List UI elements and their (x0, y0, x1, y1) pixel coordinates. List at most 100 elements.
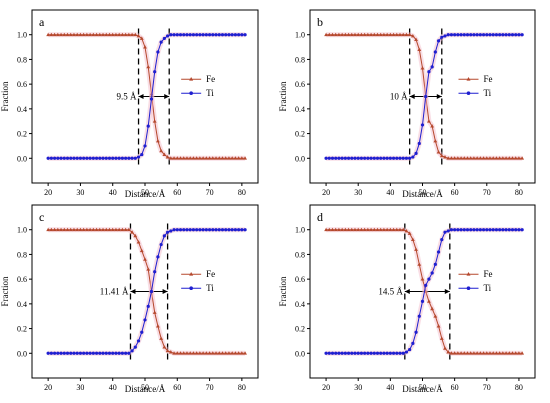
data-point-fe (146, 64, 151, 69)
panel-letter: c (39, 210, 44, 224)
data-point-ti (359, 351, 364, 355)
data-point-ti (117, 351, 121, 355)
y-tick-label: 0.6 (17, 80, 27, 89)
y-tick-label: 0.4 (17, 105, 27, 114)
data-point-ti (224, 33, 228, 37)
data-point-ti (440, 35, 444, 39)
data-point-fe (472, 156, 476, 160)
data-point-fe (513, 156, 518, 160)
data-point-ti (478, 228, 482, 232)
data-point-ti (230, 228, 234, 232)
data-point-ti (472, 33, 476, 37)
data-point-fe (420, 277, 425, 281)
data-point-ti (388, 156, 392, 160)
x-tick-label: 20 (44, 188, 52, 197)
data-point-ti (120, 351, 124, 355)
data-point-fe (88, 227, 93, 232)
data-point-ti (337, 156, 341, 160)
data-point-ti (488, 33, 492, 37)
data-point-fe (110, 32, 115, 37)
data-point-ti (475, 228, 479, 232)
data-point-fe (175, 156, 180, 160)
data-point-fe (139, 248, 144, 253)
data-point-ti (233, 33, 237, 37)
data-point-fe (178, 351, 183, 355)
x-tick-label: 70 (206, 188, 214, 197)
x-tick-label: 50 (419, 383, 427, 392)
data-point-ti (85, 351, 89, 355)
data-point-ti (343, 156, 347, 160)
data-point-fe (165, 155, 170, 159)
y-tick-label: 0.8 (295, 55, 305, 64)
data-point-ti (372, 351, 376, 355)
data-point-fe (55, 227, 60, 232)
data-point-ti (233, 228, 237, 232)
data-point-fe (46, 32, 51, 37)
data-point-fe (459, 351, 463, 355)
data-point-fe (201, 351, 206, 355)
data-point-fe (494, 351, 499, 355)
data-point-fe (210, 156, 215, 160)
data-point-ti (75, 156, 79, 160)
x-axis-title: Distance/Å (125, 384, 166, 394)
data-point-fe (68, 227, 73, 232)
data-point-fe (462, 351, 467, 355)
x-tick-label: 30 (76, 188, 84, 197)
data-point-ti (462, 33, 466, 37)
data-point-fe (156, 324, 160, 328)
legend-label: Fe (484, 74, 493, 84)
data-point-ti (330, 156, 335, 160)
data-point-fe (220, 351, 225, 355)
data-point-fe (491, 156, 496, 160)
data-point-fe (513, 351, 518, 355)
data-point-fe (510, 156, 515, 160)
data-point-ti (350, 156, 354, 160)
data-point-ti (398, 351, 402, 355)
data-point-fe (130, 230, 134, 234)
data-point-ti (107, 156, 112, 160)
data-point-ti (153, 70, 157, 74)
data-point-fe (475, 156, 480, 160)
data-point-fe (439, 153, 444, 158)
data-point-fe (239, 156, 244, 160)
data-point-ti (140, 152, 144, 157)
y-tick-label: 0.2 (17, 325, 27, 334)
data-point-ti (507, 228, 511, 232)
data-point-fe (210, 351, 215, 355)
data-point-ti (101, 156, 105, 160)
legend-label: Ti (206, 283, 214, 293)
data-point-ti (369, 156, 373, 160)
data-point-fe (236, 351, 241, 355)
data-point-ti (388, 351, 392, 355)
width-arrowhead-right (444, 289, 450, 294)
data-point-fe (446, 350, 451, 354)
data-point-ti (133, 156, 137, 160)
data-point-ti (363, 351, 367, 355)
data-point-ti (156, 50, 160, 54)
data-point-ti (98, 156, 102, 160)
data-point-ti (159, 40, 163, 44)
data-point-fe (114, 32, 118, 37)
data-point-fe (401, 32, 406, 37)
data-point-fe (343, 32, 348, 37)
y-tick-label: 0.2 (17, 130, 27, 139)
data-point-fe (81, 32, 86, 37)
data-point-fe (491, 351, 496, 355)
data-point-ti (436, 250, 441, 254)
interface-width-label: 9.5 Å (117, 92, 138, 102)
data-point-fe (369, 32, 373, 37)
x-tick-label: 70 (483, 383, 491, 392)
data-point-ti (88, 351, 92, 355)
data-point-fe (452, 156, 457, 160)
data-point-fe (120, 32, 125, 37)
data-point-fe (443, 155, 447, 159)
data-point-ti (49, 156, 53, 160)
data-point-fe (117, 32, 122, 37)
data-point-ti (443, 34, 447, 38)
data-point-fe (517, 351, 521, 355)
data-point-fe (372, 227, 377, 232)
y-tick-label: 0.8 (295, 250, 305, 259)
data-point-fe (433, 138, 438, 143)
data-point-fe (420, 66, 425, 70)
data-point-ti (153, 270, 157, 274)
